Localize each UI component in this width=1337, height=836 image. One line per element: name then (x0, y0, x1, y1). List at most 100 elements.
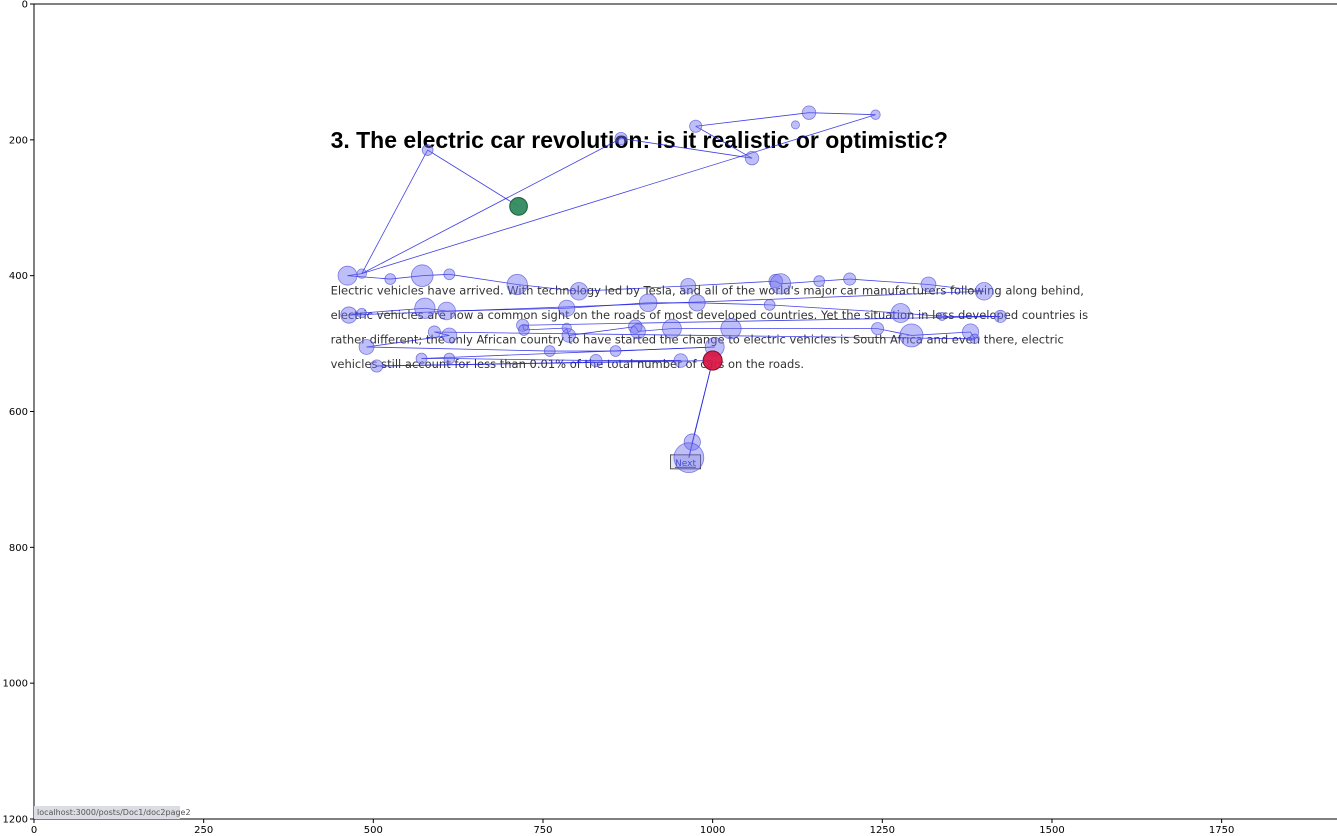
scanpath-segment (775, 280, 781, 285)
x-tick-label: 1000 (700, 825, 725, 836)
scanpath-segment (695, 112, 810, 127)
fixation-point (899, 323, 924, 348)
end-point (702, 350, 723, 371)
x-tick-label: 250 (194, 825, 213, 836)
scanpath-segment (809, 112, 876, 116)
fixation-point (415, 352, 428, 365)
fixation-point (443, 352, 456, 365)
fixation-point (673, 442, 705, 474)
scanpath-segment (427, 149, 519, 207)
stimulus-paragraph-line: rather different; the only African count… (331, 333, 1064, 347)
fixation-point (961, 323, 980, 341)
fixation-point (993, 309, 1007, 323)
fixation-point (790, 120, 800, 130)
x-tick-label: 500 (364, 825, 383, 836)
scanpath-segment (688, 360, 714, 458)
scanpath-segment (366, 335, 450, 348)
fixation-point (843, 272, 857, 286)
scanpath-segment (578, 285, 689, 292)
scanpath-segment (434, 331, 975, 340)
fixation-point (689, 119, 703, 133)
fixation-point (518, 324, 530, 336)
fixation-point (813, 275, 826, 287)
fixation-point (683, 433, 701, 451)
fixation-point (506, 273, 528, 296)
scanpath-segment (522, 316, 1001, 326)
fixation-point (358, 339, 375, 355)
next-button-box (670, 454, 701, 470)
scanpath-segment (361, 138, 622, 274)
scanpath-segment (970, 331, 975, 340)
scanpath-segment (688, 280, 776, 287)
scanpath-segment (421, 346, 715, 359)
fixation-point (437, 301, 456, 321)
y-tick-label: 1200 (3, 815, 28, 826)
y-tick-label: 600 (9, 407, 28, 418)
scanpath-segment (928, 284, 985, 292)
fixation-point (720, 318, 742, 340)
fixation-point (569, 282, 589, 301)
scanpath-segment (697, 302, 770, 306)
fixation-point (673, 353, 688, 368)
scanpath-segment (566, 302, 649, 309)
fixation-point (870, 109, 881, 120)
fixation-point (441, 327, 458, 344)
fixation-point (890, 303, 911, 323)
fixation-point (662, 318, 682, 339)
scanpath-segment (695, 125, 753, 159)
stimulus-title: 3. The electric car revolution: is it re… (331, 127, 948, 153)
fixation-point (769, 273, 792, 295)
y-tick-label: 400 (9, 271, 28, 282)
fixation-point (801, 105, 817, 120)
scanpath-segment (911, 331, 971, 336)
x-tick-label: 1750 (1209, 825, 1234, 836)
fixation-point (638, 293, 658, 313)
fixation-points (337, 105, 1007, 474)
x-tick-label: 0 (31, 825, 37, 836)
fixation-point (744, 150, 760, 166)
fixation-point (421, 144, 434, 156)
fixation-point (427, 325, 441, 339)
scanpath-segment (900, 312, 943, 317)
fixation-point (630, 323, 646, 340)
fixation-point (414, 297, 436, 319)
y-tick-label: 200 (9, 135, 28, 146)
scanpath-segment (634, 326, 639, 332)
scanpath-segment (769, 304, 901, 314)
fixation-point (356, 307, 367, 319)
x-tick-label: 1250 (870, 825, 895, 836)
fixation-point (589, 354, 603, 368)
fixation-point (688, 294, 706, 312)
scanpath-lines (347, 112, 1001, 458)
x-axis-ticks: 0 250 500 750 1000 1250 1500 1750 (31, 819, 1234, 836)
stimulus-paragraph-line: Electric vehicles have arrived. With tec… (331, 284, 1084, 298)
scanpath-segment (361, 149, 428, 274)
fixation-point (337, 265, 358, 286)
y-tick-label: 0 (22, 0, 28, 11)
fixation-point (356, 268, 367, 279)
scanpath-segment (348, 312, 362, 316)
scanpath-segment (780, 280, 820, 285)
x-tick-label: 1500 (1039, 825, 1064, 836)
fixation-point (558, 299, 576, 317)
fixation-point (410, 264, 434, 287)
x-tick-label: 750 (533, 825, 552, 836)
fixation-point (614, 131, 628, 145)
fixation-point (443, 268, 456, 281)
scanpath-segment (449, 273, 518, 285)
fixation-point (920, 276, 937, 293)
fixation-point (974, 282, 994, 301)
fixation-point (969, 333, 980, 344)
fixation-point (340, 306, 358, 324)
fixation-point (937, 311, 947, 321)
fixation-point (370, 359, 384, 373)
status-url-box (34, 806, 180, 819)
scanpath-segment (422, 273, 450, 277)
fixation-point (561, 328, 576, 343)
scanpath-segment (366, 346, 550, 352)
scanpath-segment (347, 275, 391, 280)
status-url: localhost:3000/posts/Doc1/doc2page2 (37, 808, 191, 817)
fixation-point (384, 273, 397, 285)
scanpath-segment (449, 358, 596, 361)
start-point (509, 197, 528, 216)
